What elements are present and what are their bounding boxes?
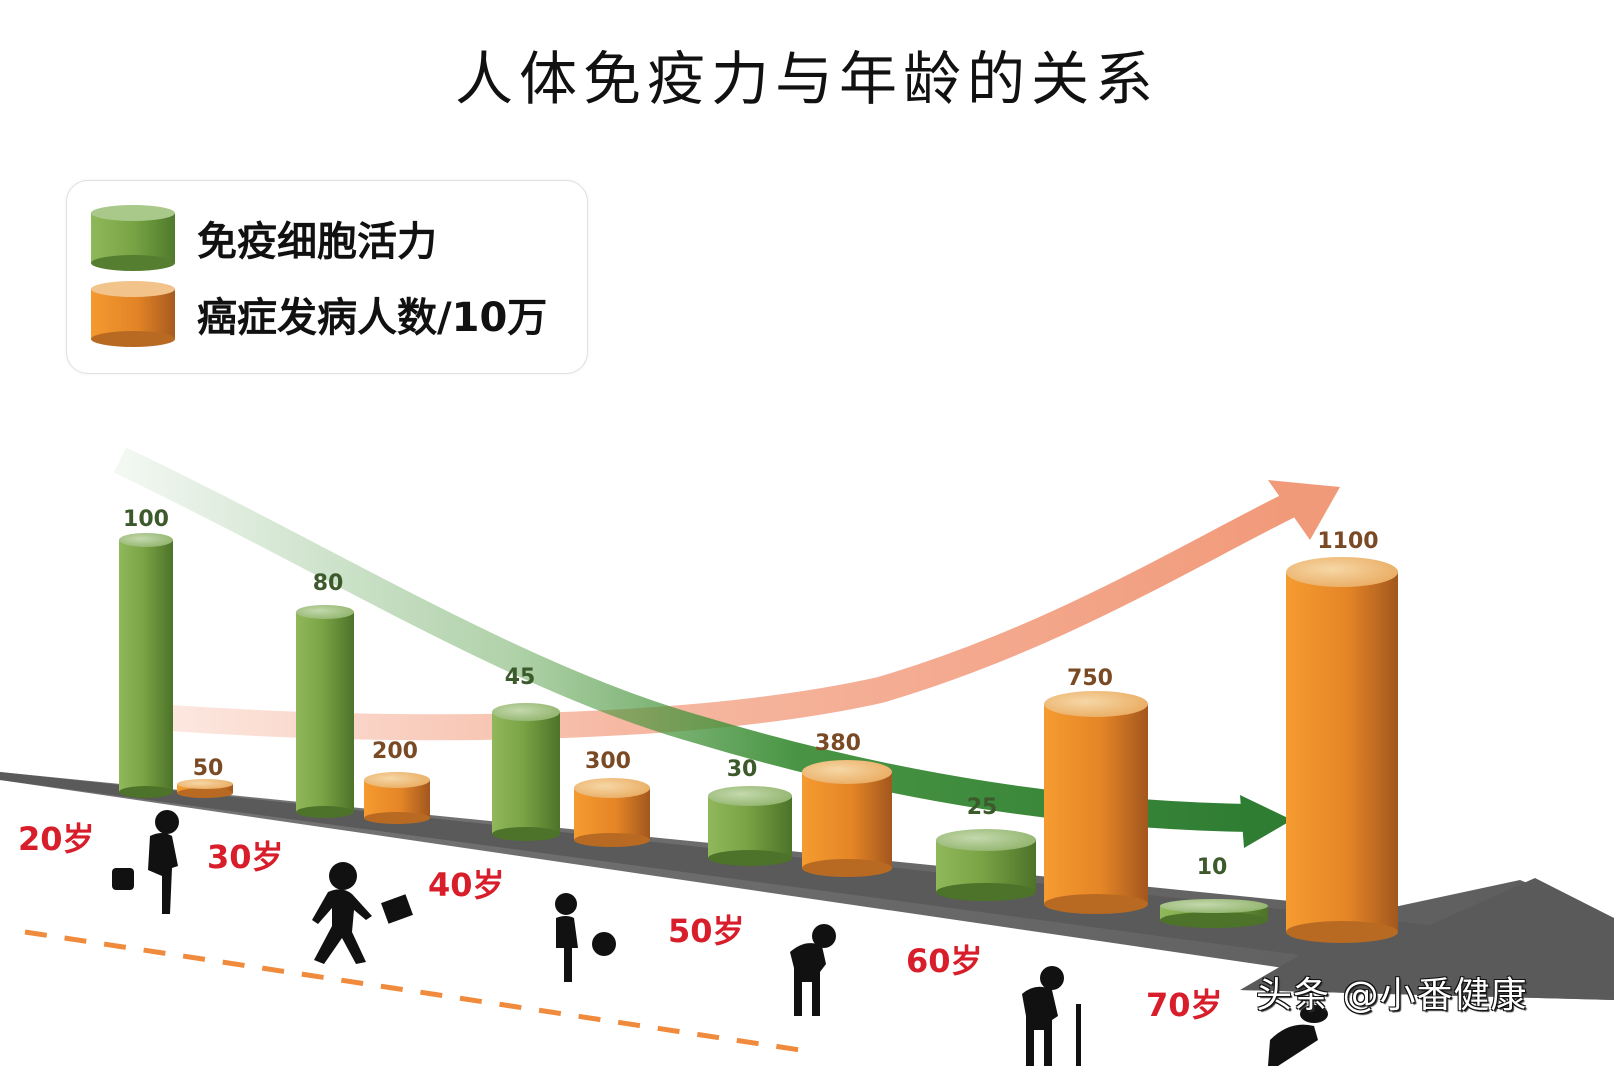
value-label-cancer: 750 <box>1067 666 1113 691</box>
value-label-immune: 80 <box>313 571 344 596</box>
chart-legend: 免疫细胞活力 癌症发病人数/10万 <box>66 180 588 374</box>
value-label-cancer: 50 <box>193 756 224 781</box>
value-label-cancer: 1100 <box>1317 529 1378 554</box>
bent-over-person-icon <box>790 924 836 1016</box>
age-label-50: 50岁 <box>668 912 745 950</box>
bar-group-70: 10 1100 <box>1160 529 1398 943</box>
legend-item-immune: 免疫细胞活力 <box>91 203 437 273</box>
age-label-40: 40岁 <box>428 866 505 904</box>
value-label-cancer: 200 <box>372 739 418 764</box>
legend-item-cancer: 癌症发病人数/10万 <box>91 279 547 349</box>
green-cylinder-icon <box>91 205 175 271</box>
person-with-money-bag-icon <box>555 893 616 982</box>
value-label-cancer: 380 <box>815 731 861 756</box>
elderly-bent-person-icon <box>1268 1005 1328 1066</box>
value-label-immune: 45 <box>505 665 536 690</box>
bar-group-30: 80 200 <box>296 571 430 824</box>
value-label-immune: 10 <box>1197 855 1228 880</box>
value-label-cancer: 300 <box>585 749 631 774</box>
person-with-briefcase-icon <box>112 810 179 914</box>
bar-group-50: 30 380 <box>708 731 892 877</box>
age-label-20: 20岁 <box>18 820 95 858</box>
watermark: 头条 @小番健康 <box>1256 975 1528 1016</box>
person-with-cane-icon <box>1022 966 1081 1066</box>
cancer-trend-arrow <box>169 480 1340 741</box>
value-label-immune: 25 <box>967 795 998 820</box>
walking-person-icon <box>312 862 413 964</box>
bar-group-20: 100 50 <box>119 507 233 798</box>
value-label-immune: 30 <box>727 757 758 782</box>
age-label-60: 60岁 <box>906 942 983 980</box>
age-label-70: 70岁 <box>1146 986 1223 1024</box>
chart-title: 人体免疫力与年龄的关系 <box>454 45 1159 113</box>
bar-group-40: 45 300 <box>492 665 650 847</box>
value-label-immune: 100 <box>123 507 169 532</box>
dashed-baseline <box>24 929 801 1053</box>
legend-label-cancer: 癌症发病人数/10万 <box>197 295 548 341</box>
timeline-floor <box>0 772 1614 1000</box>
legend-label-immune: 免疫细胞活力 <box>197 219 437 265</box>
bar-group-60: 25 750 <box>936 666 1148 914</box>
orange-cylinder-icon <box>91 281 175 347</box>
age-label-30: 30岁 <box>207 838 284 876</box>
